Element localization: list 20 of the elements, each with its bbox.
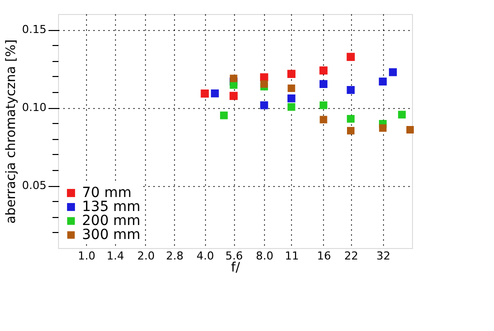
x-tick-label: 22 <box>344 250 358 262</box>
y-tick-label: 0.05 <box>22 179 46 192</box>
x-tick-label: 2.8 <box>166 250 184 262</box>
x-tick-label: 32 <box>376 250 390 262</box>
legend-label: 70 mm <box>82 185 132 201</box>
x-tick-label: 8.0 <box>256 250 274 262</box>
x-tick-label: 2.0 <box>137 250 155 262</box>
legend-label: 200 mm <box>82 213 140 229</box>
x-tick-label: 1.4 <box>106 250 124 262</box>
x-axis-title: f/ <box>231 260 241 276</box>
y-axis-title: aberracja chromatyczna [%] <box>4 39 20 224</box>
x-tick-label: 1.0 <box>78 250 96 262</box>
x-tick-label: 11 <box>284 250 299 262</box>
x-tick-label: 4.0 <box>196 250 214 262</box>
legend-label: 135 mm <box>82 199 140 215</box>
y-tick-label: 0.10 <box>22 101 46 114</box>
legend-label: 300 mm <box>82 227 140 243</box>
x-tick-label: 16 <box>316 250 331 262</box>
y-tick-label: 0.15 <box>22 23 46 36</box>
x-tick-label: 5.6 <box>225 250 243 262</box>
